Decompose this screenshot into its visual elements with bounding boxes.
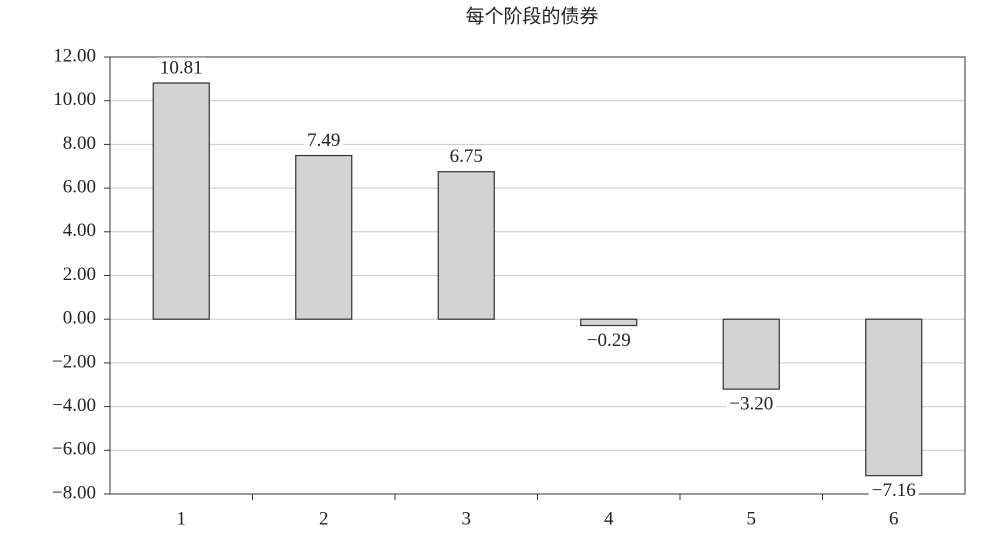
- data-label-bg: [583, 329, 634, 351]
- data-label: 6.75: [450, 146, 483, 167]
- chart-title: 每个阶段的债券: [465, 5, 598, 27]
- data-label: −7.16: [872, 480, 916, 501]
- x-tick-label: 3: [462, 508, 472, 529]
- data-label: −0.29: [587, 330, 631, 351]
- bar: [580, 318, 638, 327]
- data-label-bg: [304, 129, 344, 151]
- y-tick-label: 10.00: [53, 89, 96, 110]
- y-tick-label: 6.00: [63, 176, 96, 197]
- bar: [865, 318, 923, 477]
- y-tick-label: 12.00: [53, 45, 96, 66]
- data-label: 10.81: [160, 57, 203, 78]
- bar: [152, 82, 210, 320]
- data-label: −3.20: [729, 393, 773, 414]
- data-label-bg: [726, 393, 777, 415]
- y-tick-label: −8.00: [52, 482, 96, 503]
- bar: [437, 171, 495, 320]
- bar: [722, 318, 780, 390]
- y-tick-label: 2.00: [63, 264, 96, 285]
- x-tick-label: 1: [177, 508, 187, 529]
- data-label: 7.49: [307, 130, 340, 151]
- x-tick-label: 5: [747, 508, 757, 529]
- data-label-bg: [156, 57, 206, 79]
- y-tick-label: 0.00: [63, 308, 96, 329]
- x-tick-label: 6: [889, 508, 899, 529]
- y-tick-label: 8.00: [63, 133, 96, 154]
- y-tick-label: −6.00: [52, 439, 96, 460]
- bar: [295, 154, 353, 320]
- data-label-bg: [868, 480, 919, 502]
- data-label-bg: [446, 146, 486, 168]
- y-tick-label: −4.00: [52, 395, 96, 416]
- x-tick-label: 2: [319, 508, 329, 529]
- y-tick-label: −2.00: [52, 351, 96, 372]
- x-tick-label: 4: [604, 508, 614, 529]
- y-tick-label: 4.00: [63, 220, 96, 241]
